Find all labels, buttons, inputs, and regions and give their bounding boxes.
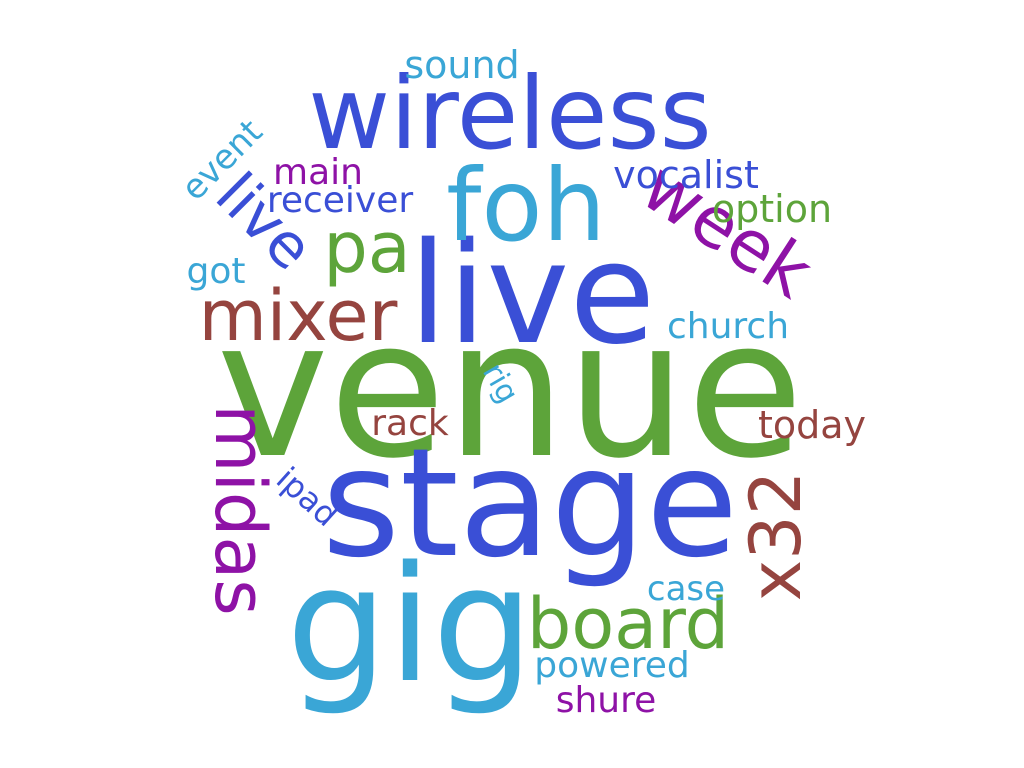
word-case: case <box>647 569 725 609</box>
word-main: main <box>273 152 363 193</box>
word-board: board <box>527 583 729 665</box>
word-foh: foh <box>446 147 606 264</box>
word-powered: powered <box>534 645 689 686</box>
word-gig: gig <box>286 531 534 718</box>
word-today: today <box>758 403 866 447</box>
word-rack: rack <box>371 403 449 444</box>
word-vocalist: vocalist <box>613 153 759 197</box>
word-shure: shure <box>556 680 657 721</box>
word-midas: midas <box>199 404 281 615</box>
word-venue: venue <box>216 279 803 500</box>
word-got: got <box>187 251 246 292</box>
word-pa: pa <box>323 207 410 289</box>
word-church: church <box>667 306 789 347</box>
word-wireless: wireless <box>308 55 712 172</box>
word-option: option <box>712 187 832 231</box>
word-receiver: receiver <box>267 180 414 221</box>
word-live: live <box>409 213 656 376</box>
word-mixer: mixer <box>199 275 398 357</box>
word-x32: x32 <box>735 471 817 602</box>
word-sound: sound <box>404 43 519 87</box>
word-stage: stage <box>322 417 738 591</box>
